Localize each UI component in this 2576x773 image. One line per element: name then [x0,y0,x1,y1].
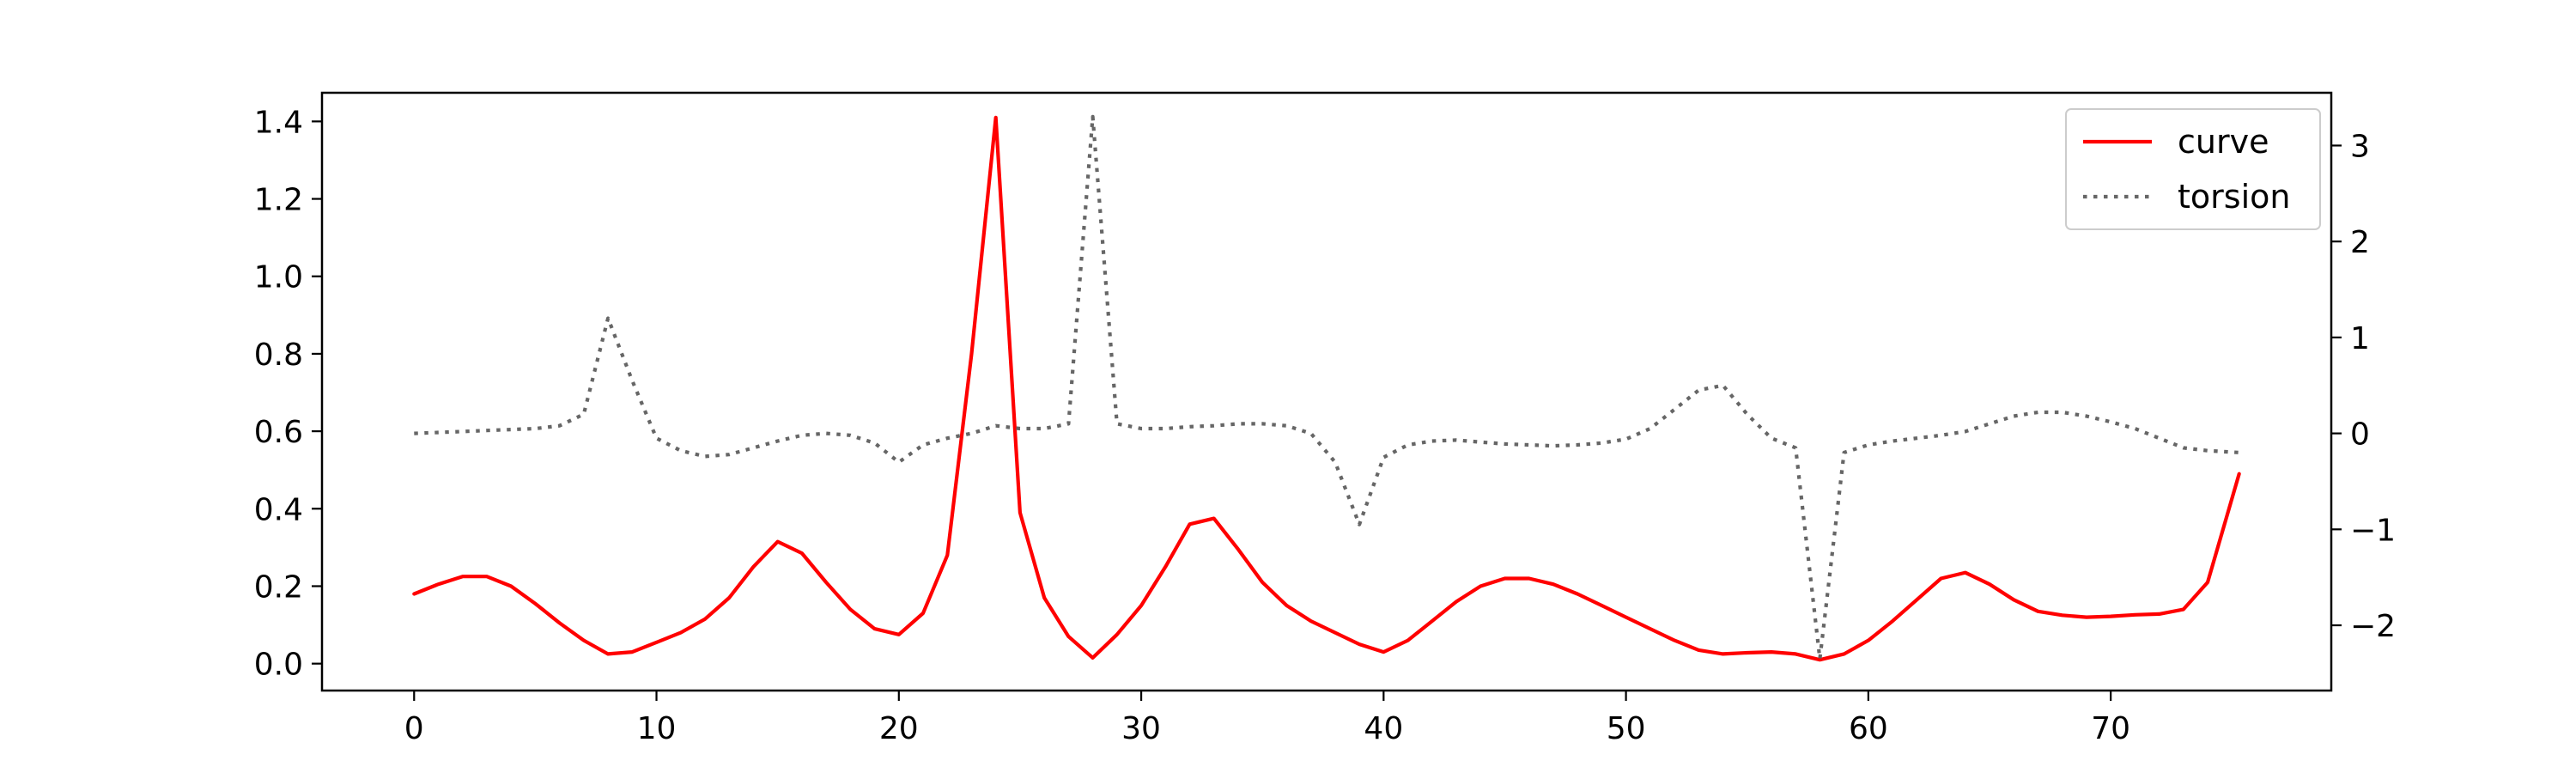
left-y-tick-label: 0.8 [254,338,303,373]
left-y-tick-label: 0.4 [254,492,303,527]
left-y-tick-label: 0.6 [254,415,303,450]
legend-label-torsion: torsion [2178,178,2290,216]
series-layer [412,114,2241,662]
x-tick-label: 50 [1607,711,1646,746]
left-y-tick-label: 0.2 [254,569,303,605]
x-tick-label: 30 [1121,711,1161,746]
x-tick-label: 60 [1849,711,1888,746]
left-y-tick-label: 1.0 [254,260,303,295]
left-y-axis: 0.0 0.2 0.4 0.6 0.8 1.0 1.2 1.4 [254,105,322,683]
right-y-tick-label: 2 [2350,225,2370,260]
x-axis: 0 10 20 30 40 50 60 70 [404,691,2130,746]
right-y-axis: −2 −1 0 1 2 3 [2331,129,2396,644]
right-y-tick-label: 3 [2350,129,2370,164]
x-tick-label: 40 [1364,711,1403,746]
series-line-curve [412,115,2241,662]
left-y-tick-label: 0.0 [254,648,303,683]
legend-box [2065,108,2321,230]
right-y-tick-label: −2 [2350,609,2396,644]
right-y-tick-label: 0 [2350,417,2370,453]
legend: curve torsion [2065,108,2321,230]
x-tick-label: 0 [404,711,424,746]
left-y-tick-label: 1.2 [254,183,303,218]
left-y-tick-label: 1.4 [254,105,303,140]
right-y-tick-label: 1 [2350,321,2370,356]
plot-frame [320,91,2333,692]
x-tick-label: 10 [637,711,677,746]
right-y-tick-label: −1 [2350,513,2396,548]
legend-label-curve: curve [2178,123,2269,161]
x-tick-label: 70 [2091,711,2130,746]
series-line-torsion [414,114,2239,661]
x-tick-label: 20 [879,711,919,746]
